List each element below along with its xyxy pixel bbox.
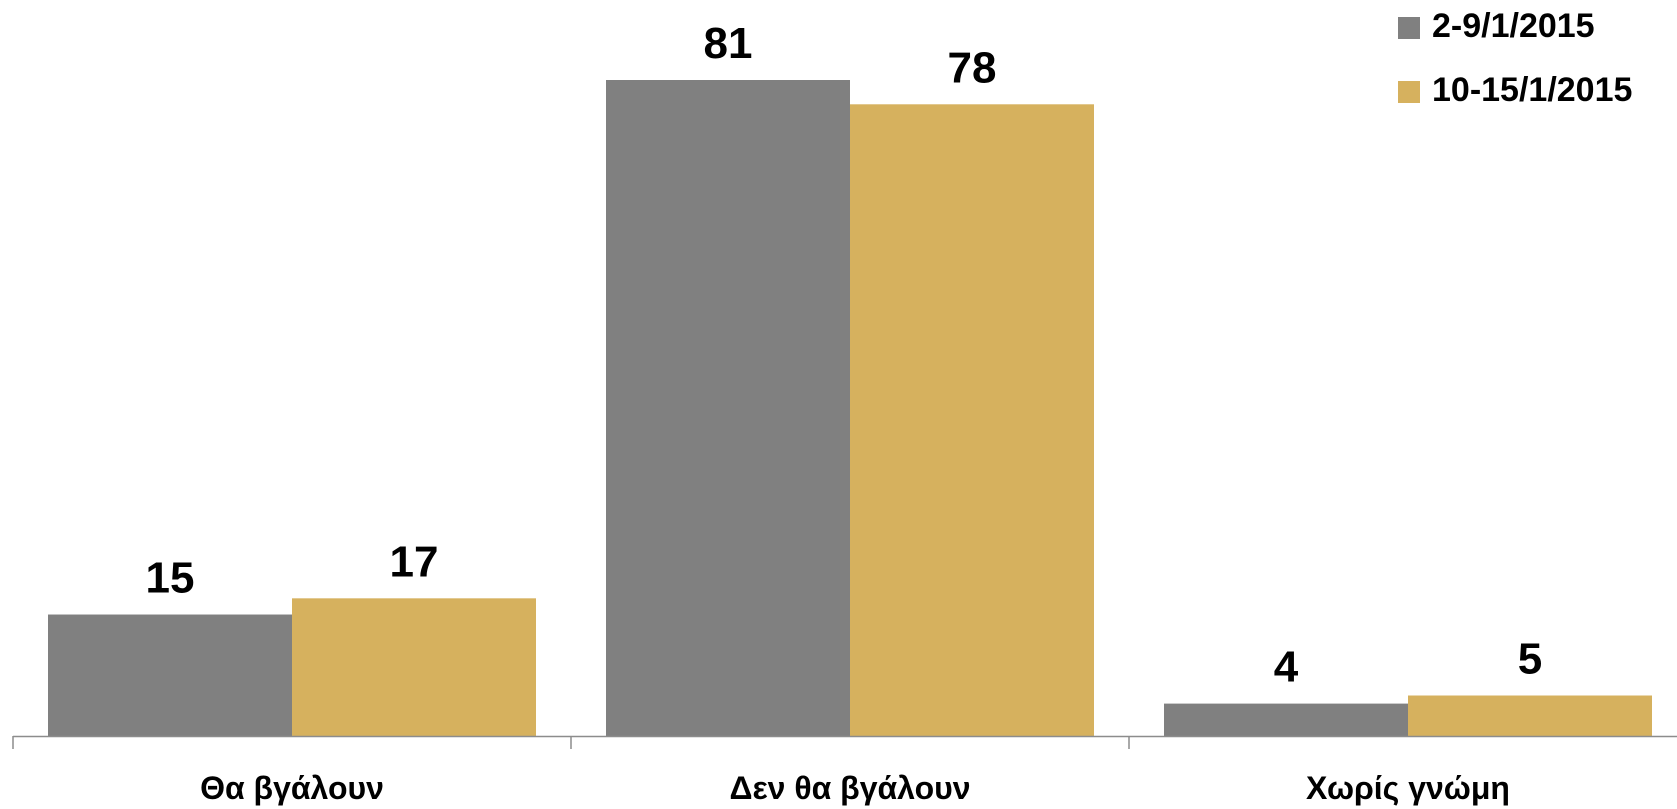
- bar-2-series-2: [850, 104, 1094, 737]
- category-label-2: Δεν θα βγάλουν: [729, 770, 970, 806]
- bar-2-series-1: [606, 80, 850, 736]
- bar-1-series-2: [292, 598, 536, 736]
- category-label-1: Θα βγάλουν: [200, 770, 384, 806]
- category-labels-group: Θα βγάλουν Δεν θα βγάλουν Χωρίς γνώμη: [200, 770, 1510, 806]
- data-label-3-series-1: 4: [1274, 643, 1299, 692]
- data-label-1-series-1: 15: [146, 554, 195, 603]
- category-label-3: Χωρίς γνώμη: [1306, 770, 1510, 806]
- data-label-2-series-2: 78: [948, 43, 997, 92]
- legend-label-2: 10-15/1/2015: [1432, 71, 1632, 109]
- legend-label-1: 2-9/1/2015: [1432, 7, 1595, 45]
- data-label-3-series-2: 5: [1518, 635, 1542, 684]
- legend-swatch-2: [1398, 81, 1420, 103]
- x-axis: [12, 735, 1677, 749]
- data-label-1-series-2: 17: [390, 537, 439, 586]
- legend-swatch-1: [1398, 17, 1420, 39]
- bars-group: [48, 80, 1652, 737]
- bar-3-series-2: [1408, 695, 1652, 736]
- data-labels-group: 15 17 81 78 4 5: [146, 19, 1543, 692]
- data-label-2-series-1: 81: [704, 19, 753, 68]
- legend: 2-9/1/2015 10-15/1/2015: [1398, 7, 1632, 109]
- bar-1-series-1: [48, 614, 292, 736]
- bar-3-series-1: [1164, 703, 1408, 736]
